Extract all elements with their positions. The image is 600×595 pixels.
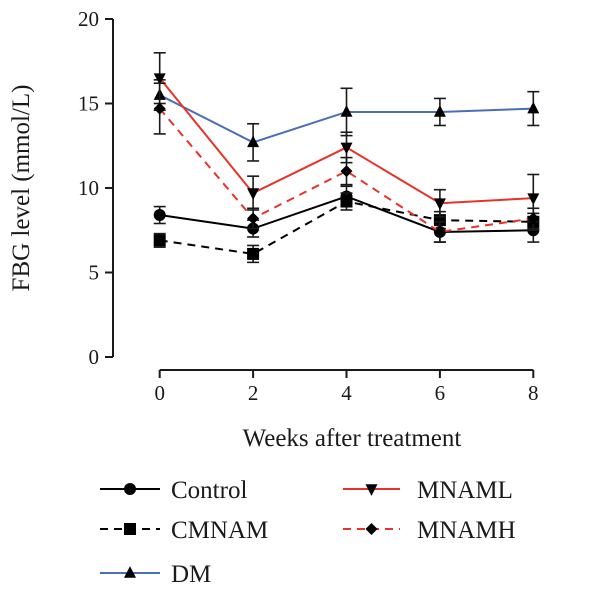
legend-marker xyxy=(124,523,136,535)
data-point xyxy=(247,247,260,260)
legend-label: CMNAM xyxy=(171,517,268,544)
x-tick-label: 8 xyxy=(528,381,539,405)
legend-item-mnamh: MNAMH xyxy=(343,517,516,544)
legend-marker xyxy=(124,483,136,495)
x-tick-label: 4 xyxy=(341,381,352,405)
series-mnaml xyxy=(153,51,540,223)
series-layer xyxy=(153,51,540,264)
legend-marker xyxy=(124,566,136,578)
legend-label: MNAMH xyxy=(417,517,516,544)
series-cmnam xyxy=(153,192,540,264)
legend-marker xyxy=(365,523,378,535)
data-point xyxy=(527,193,540,206)
y-axis-title: FBG level (mmol/L) xyxy=(8,85,35,292)
data-point xyxy=(340,195,353,208)
data-point xyxy=(247,212,260,225)
data-point xyxy=(527,212,540,225)
legend-marker xyxy=(365,484,378,496)
y-tick-label: 15 xyxy=(78,92,99,116)
data-point xyxy=(153,209,166,222)
data-point xyxy=(340,165,353,178)
data-point xyxy=(153,73,166,86)
legend-label: MNAML xyxy=(417,477,513,504)
y-tick-label: 0 xyxy=(89,345,100,369)
data-point xyxy=(433,105,446,117)
data-point xyxy=(247,188,260,200)
data-point xyxy=(433,198,446,211)
data-point xyxy=(340,142,353,155)
x-tick-label: 6 xyxy=(435,381,446,405)
legend-label: DM xyxy=(171,561,211,588)
y-tick-label: 20 xyxy=(78,7,99,31)
y-tick-label: 5 xyxy=(89,261,100,285)
y-tick-label: 10 xyxy=(78,176,99,200)
data-point xyxy=(433,225,446,238)
axes: 0 5 10 15 20 0 2 4 6 8 xyxy=(78,7,539,405)
legend-item-mnaml: MNAML xyxy=(343,477,513,504)
series-mnamh xyxy=(153,82,540,243)
x-tick-label: 0 xyxy=(154,381,165,405)
data-point xyxy=(153,102,166,115)
data-point xyxy=(247,135,260,148)
data-point xyxy=(153,234,166,247)
series-dm xyxy=(153,79,540,162)
x-tick-label: 2 xyxy=(248,381,259,405)
legend-item-dm: DM xyxy=(100,561,211,588)
data-point xyxy=(340,105,353,117)
data-point xyxy=(527,101,540,114)
x-axis-title: Weeks after treatment xyxy=(243,425,462,452)
legend-label: Control xyxy=(171,477,247,504)
legend-item-control: Control xyxy=(100,477,247,504)
legend-item-cmnam: CMNAM xyxy=(100,517,268,544)
legend: Control CMNAM DM MNAML MNAMH xyxy=(100,477,516,588)
